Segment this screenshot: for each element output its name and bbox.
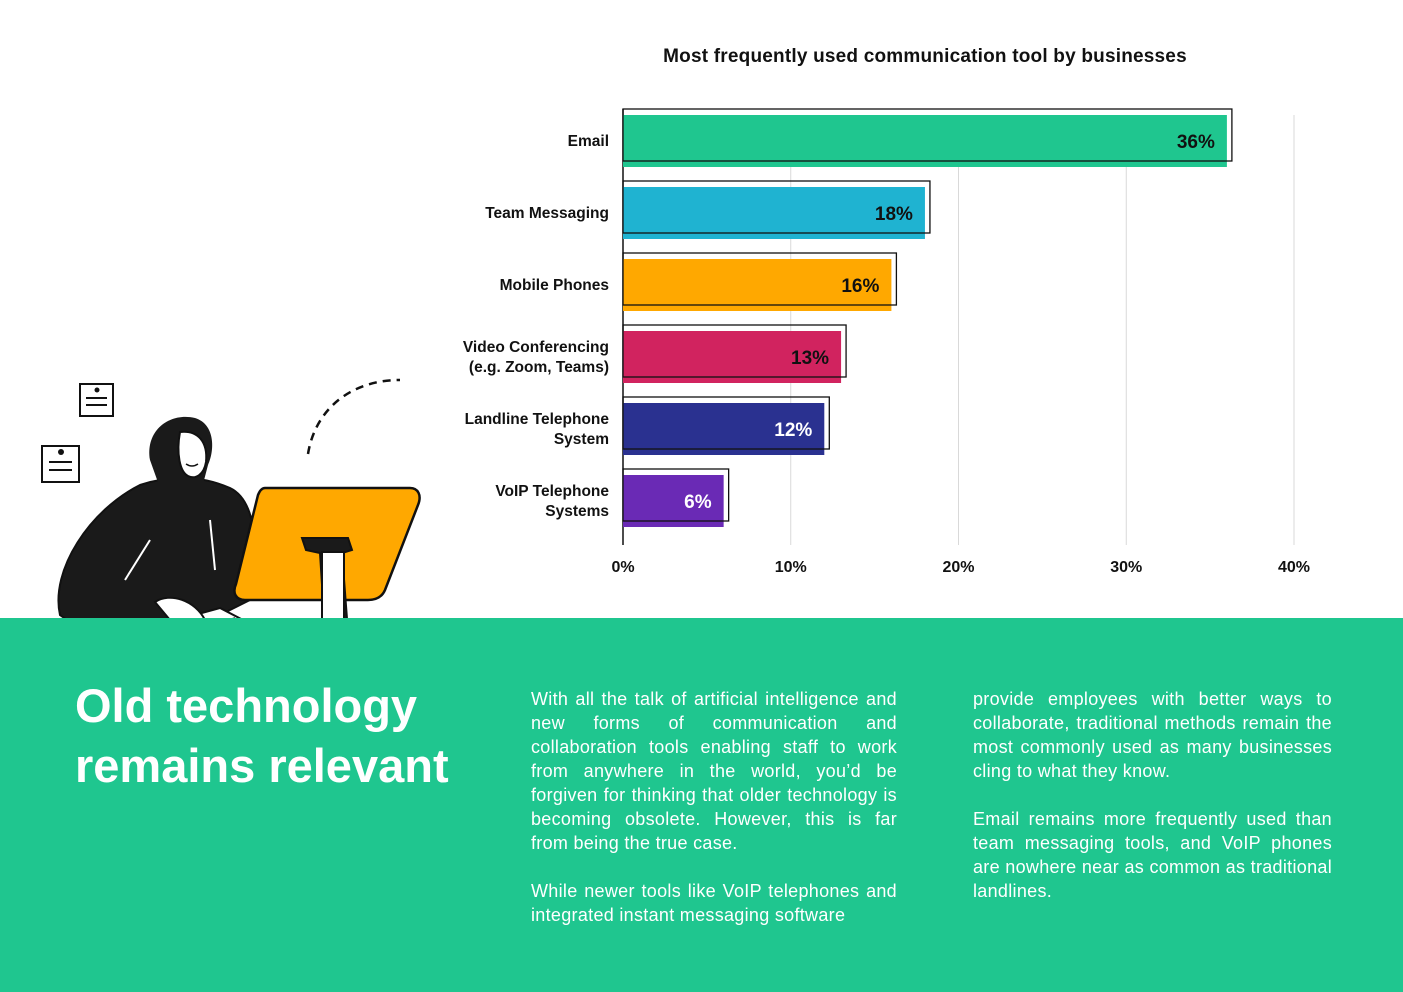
bar bbox=[623, 403, 825, 455]
bar-outline bbox=[622, 324, 847, 378]
green-info-panel bbox=[0, 618, 1403, 992]
bar bbox=[623, 259, 892, 311]
x-tick-label: 0% bbox=[611, 559, 634, 576]
bar bbox=[623, 115, 1227, 167]
document-icon bbox=[41, 445, 80, 483]
bar bbox=[623, 331, 842, 383]
bar-chart: 0% 10% 20% 30% 40% 36% Email 18% Team Messaging 1… bbox=[463, 108, 1310, 576]
bar-value-label: 36% bbox=[1177, 132, 1215, 153]
paragraph: With all the talk of artificial intellig… bbox=[531, 689, 897, 853]
x-tick-label: 20% bbox=[942, 559, 974, 576]
paragraph: provide employees with better ways to co… bbox=[973, 689, 1332, 781]
document-icon bbox=[79, 383, 114, 417]
category-label: Team Messaging bbox=[485, 205, 609, 222]
text-column-left: With all the talk of artificial intellig… bbox=[531, 687, 897, 951]
woman-at-computer-icon bbox=[41, 378, 421, 657]
bar-outline bbox=[622, 252, 898, 306]
paragraph: While newer tools like VoIP telephones a… bbox=[531, 881, 897, 925]
paragraph: Email remains more frequently used than … bbox=[973, 809, 1332, 901]
bar-outline bbox=[622, 468, 730, 522]
headline: Old technology remains relevant bbox=[75, 679, 449, 792]
x-tick-label: 40% bbox=[1278, 559, 1310, 576]
bar-outline bbox=[622, 108, 1233, 162]
bar bbox=[623, 187, 925, 239]
category-label: Email bbox=[568, 133, 609, 150]
chart-title: Most frequently used communication tool … bbox=[663, 46, 1187, 67]
bar-value-label: 18% bbox=[875, 204, 913, 225]
category-label: Mobile Phones bbox=[500, 277, 609, 294]
category-label: VoIP Telephone Systems bbox=[495, 483, 609, 520]
bar-value-label: 6% bbox=[684, 492, 712, 513]
category-label: Video Conferencing (e.g. Zoom, Teams) bbox=[463, 339, 609, 376]
category-label: Landline Telephone System bbox=[465, 411, 610, 448]
bar-value-label: 16% bbox=[841, 276, 879, 297]
bar-outline bbox=[622, 180, 931, 234]
bar-value-label: 12% bbox=[774, 420, 812, 441]
text-column-right: provide employees with better ways to co… bbox=[973, 687, 1332, 927]
x-tick-label: 30% bbox=[1110, 559, 1142, 576]
x-tick-label: 10% bbox=[775, 559, 807, 576]
bar bbox=[623, 475, 724, 527]
bar-value-label: 13% bbox=[791, 348, 829, 369]
bar-outline bbox=[622, 396, 830, 450]
